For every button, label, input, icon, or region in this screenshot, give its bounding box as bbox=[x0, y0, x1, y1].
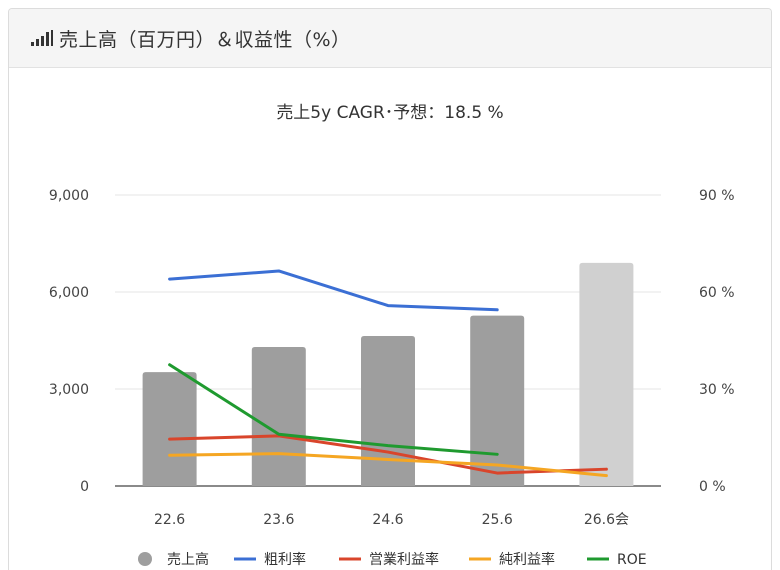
bar-sales bbox=[470, 315, 525, 486]
left-tick-label: 3,000 bbox=[49, 382, 89, 398]
panel-title: 売上高（百万円）＆収益性（%） bbox=[59, 28, 351, 51]
line-ROE bbox=[168, 363, 499, 456]
legend-swatch bbox=[138, 552, 152, 566]
legend-label: 純利益率 bbox=[499, 551, 555, 568]
left-axis: 0 3,000 6,000 9,000 bbox=[49, 188, 89, 495]
chart-card: 売上高（百万円）＆収益性（%） 売上5y CAGR･予想：18.5 % 0 3,0… bbox=[8, 8, 772, 570]
x-tick-label: 24.6 bbox=[372, 512, 403, 528]
legend-label: 営業利益率 bbox=[369, 551, 439, 568]
legend-item: 純利益率 bbox=[469, 551, 555, 568]
bar-sales bbox=[251, 346, 306, 486]
line-series bbox=[168, 269, 608, 478]
right-tick-label: 0 % bbox=[699, 479, 726, 495]
bar-sales bbox=[142, 372, 197, 486]
legend-label: 粗利率 bbox=[264, 551, 306, 568]
legend-item: ROE bbox=[587, 552, 647, 568]
x-tick-label: 26.6会 bbox=[584, 512, 629, 528]
x-axis: 22.6 23.6 24.6 25.6 26.6会 bbox=[154, 512, 629, 528]
x-tick-label: 22.6 bbox=[154, 512, 185, 528]
legend-item: 営業利益率 bbox=[339, 551, 439, 568]
right-axis: 0 % 30 % 60 % 90 % bbox=[699, 188, 735, 495]
left-tick-label: 9,000 bbox=[49, 188, 89, 204]
chart-title: 売上5y CAGR･予想：18.5 % bbox=[276, 103, 503, 123]
legend: 売上高 粗利率 営業利益率 純利益率 ROE bbox=[138, 551, 647, 568]
right-tick-label: 90 % bbox=[699, 188, 735, 204]
right-tick-label: 60 % bbox=[699, 285, 735, 301]
x-tick-label: 23.6 bbox=[263, 512, 294, 528]
legend-item: 粗利率 bbox=[234, 551, 306, 568]
line-営業利益率 bbox=[168, 434, 608, 475]
legend-label: ROE bbox=[617, 552, 647, 568]
bar-sales bbox=[361, 335, 415, 486]
right-tick-label: 30 % bbox=[699, 382, 735, 398]
left-tick-label: 0 bbox=[80, 479, 89, 495]
legend-label: 売上高 bbox=[167, 551, 209, 568]
left-tick-label: 6,000 bbox=[49, 285, 89, 301]
legend-item: 売上高 bbox=[138, 551, 209, 568]
chart-svg: 売上5y CAGR･予想：18.5 % 0 3,000 6,000 9,000 0 %… bbox=[49, 103, 735, 568]
card-header: 売上高（百万円）＆収益性（%） bbox=[9, 9, 771, 68]
bar-signal-icon bbox=[31, 30, 53, 46]
bar-series-sales bbox=[142, 262, 634, 486]
line-純利益率 bbox=[168, 452, 608, 478]
line-粗利率 bbox=[168, 269, 499, 312]
x-tick-label: 25.6 bbox=[482, 512, 513, 528]
bar-sales bbox=[579, 262, 634, 486]
